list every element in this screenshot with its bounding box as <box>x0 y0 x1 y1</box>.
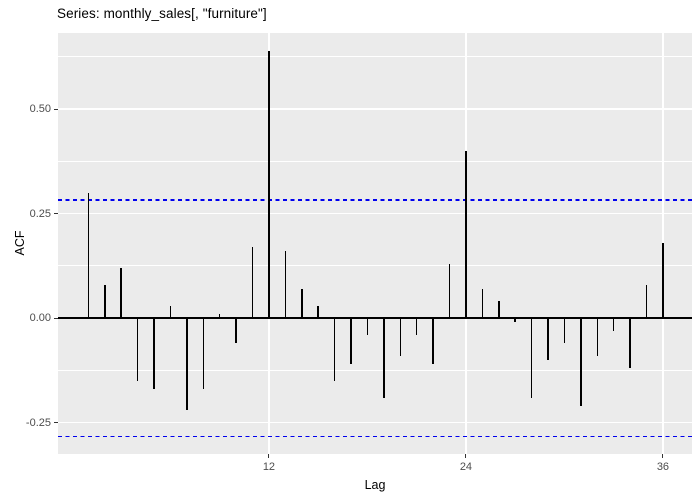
y-tick-label: -0.25 <box>25 416 51 429</box>
acf-lag-bar <box>399 318 402 356</box>
y-axis-tick <box>54 422 58 424</box>
acf-lag-bar <box>448 263 451 319</box>
acf-lag-bar <box>169 305 172 319</box>
confidence-bound-line <box>58 199 692 201</box>
acf-lag-bar <box>514 318 516 323</box>
acf-lag-bar <box>366 318 369 335</box>
acf-lag-bar <box>136 318 139 381</box>
acf-lag-bar <box>153 318 155 390</box>
acf-lag-bar <box>268 50 270 319</box>
y-axis-tick <box>54 317 58 319</box>
gridline-major-y <box>58 421 692 424</box>
acf-lag-bar <box>629 318 631 369</box>
acf-lag-bar <box>481 288 484 319</box>
gridline-minor-y <box>58 265 692 267</box>
acf-lag-bar <box>645 284 648 319</box>
chart-title: Series: monthly_sales[, "furniture"] <box>57 6 267 21</box>
acf-lag-bar <box>218 313 221 319</box>
y-tick-label: 0.00 <box>29 312 51 325</box>
x-tick-label: 36 <box>656 461 670 473</box>
acf-lag-bar <box>104 284 106 319</box>
acf-lag-bar <box>317 305 319 319</box>
acf-lag-bar <box>662 242 664 319</box>
acf-lag-bar <box>612 318 615 331</box>
confidence-bound-line <box>58 435 692 438</box>
acf-lag-bar <box>432 318 434 365</box>
acf-lag-bar <box>383 318 385 398</box>
acf-lag-bar <box>202 318 205 390</box>
acf-lag-bar <box>498 301 500 319</box>
acf-lag-bar <box>120 267 122 319</box>
gridline-major-y <box>58 108 692 110</box>
acf-lag-bar <box>530 318 533 398</box>
acf-lag-bar <box>284 251 287 319</box>
y-axis-title: ACF <box>13 230 27 256</box>
y-axis-tick <box>54 213 58 215</box>
x-tick-label: 12 <box>262 461 276 473</box>
acf-lag-bar <box>333 318 336 381</box>
acf-lag-bar <box>580 318 582 406</box>
y-tick-label: 0.25 <box>29 207 51 220</box>
zero-axis-line <box>58 317 692 319</box>
acf-lag-bar <box>465 150 467 319</box>
acf-lag-bar <box>563 318 566 344</box>
acf-lag-bar <box>547 318 549 360</box>
plot-panel <box>58 33 692 454</box>
acf-lag-bar <box>301 288 303 319</box>
gridline-major-y <box>58 212 692 215</box>
gridline-minor-y <box>58 56 692 58</box>
acf-lag-bar <box>251 247 254 319</box>
x-axis-title: Lag <box>364 478 386 492</box>
gridline-minor-y <box>58 160 692 162</box>
acf-lag-bar <box>596 318 599 356</box>
acf-lag-bar <box>350 318 352 365</box>
acf-lag-bar <box>186 318 188 411</box>
gridline-minor-y <box>58 369 692 371</box>
acf-lag-bar <box>235 318 237 344</box>
x-axis-tick <box>268 454 270 458</box>
y-axis-tick <box>54 108 58 110</box>
acf-lag-bar <box>87 192 90 319</box>
y-tick-label: 0.50 <box>29 103 51 116</box>
acf-lag-bar <box>415 318 418 335</box>
x-axis-tick <box>465 454 467 458</box>
x-axis-tick <box>662 454 664 458</box>
x-tick-label: 24 <box>459 461 473 473</box>
